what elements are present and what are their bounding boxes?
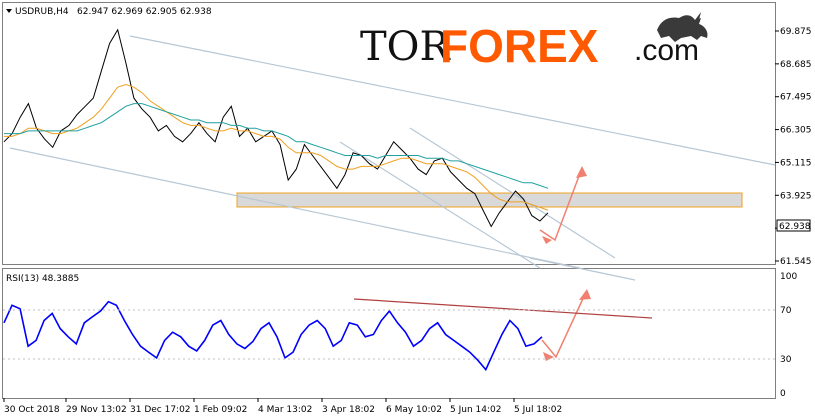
time-tick-label: 5 Jun 14:02 (450, 405, 501, 415)
price-tick-label: 66.305 (780, 126, 812, 136)
price-tick-label: 67.495 (780, 93, 812, 103)
price-tick-label: 63.925 (780, 191, 812, 201)
logo: TOR FOREX .com (360, 12, 708, 72)
rsi-axis: 100 70 30 0 (780, 272, 797, 399)
rsi-tick-label: 70 (780, 306, 792, 316)
current-price-box (776, 219, 811, 232)
price-layer (3, 28, 549, 372)
price-arrowhead-icon (576, 166, 587, 178)
current-price-label: 62.938 (779, 222, 811, 232)
price-tick-label: 69.875 (780, 27, 812, 37)
time-tick-label: 30 Oct 2018 (4, 405, 60, 415)
bull-icon (657, 12, 708, 42)
rsi-tick-label: 0 (780, 389, 786, 399)
symbol-label: USDRUB,H4 (15, 7, 69, 17)
time-tick-label: 5 Jul 18:02 (514, 405, 562, 415)
price-down-arrowhead-icon (542, 236, 552, 244)
price-panel (2, 2, 776, 265)
rsi-arrowhead-icon (579, 289, 591, 300)
rsi-panel (2, 268, 776, 399)
time-tick-label: 29 Nov 13:02 (66, 405, 127, 415)
channel-bottom-line (529, 257, 636, 281)
ohlc-values: 62.947 62.969 62.905 62.938 (77, 7, 212, 17)
price-tick-label: 68.685 (780, 60, 812, 70)
rsi-tick-label: 30 (780, 355, 792, 365)
price-forecast-arrow (539, 167, 583, 242)
price-tick-label: 61.545 (780, 257, 812, 267)
time-tick-label: 4 Mar 13:02 (258, 405, 312, 415)
rsi-label: RSI(13) 48.3885 (6, 274, 79, 284)
channel-lines (9, 35, 776, 281)
channel-lower-line (9, 147, 581, 269)
rsi-levels (3, 309, 775, 360)
channel-upper-line (129, 35, 776, 166)
channel-short-line (339, 141, 541, 269)
time-tick-label: 31 Dec 17:02 (130, 405, 191, 415)
triangle-down-icon[interactable] (6, 9, 12, 13)
time-tick-label: 1 Feb 09:02 (194, 405, 247, 415)
support-zone (236, 192, 743, 208)
rsi-line (3, 300, 543, 372)
time-tick-label: 6 May 10:02 (386, 405, 442, 415)
price-tick-label: 65.115 (780, 158, 812, 168)
logo-forex: FOREX (440, 20, 599, 72)
channel-mid-line (409, 127, 616, 259)
logo-tor: TOR (360, 24, 451, 70)
rsi-trend-line (353, 298, 653, 319)
rsi-down-arrowhead-icon (543, 352, 554, 361)
time-tick-label: 3 Apr 18:02 (322, 405, 375, 415)
logo-com: .com (634, 34, 699, 67)
rsi-tick-label: 100 (780, 272, 797, 282)
ma-fast-line (4, 83, 549, 211)
ma-slow-line (4, 103, 549, 189)
forecast-arrows (539, 166, 591, 361)
time-axis: 30 Oct 2018 29 Nov 13:02 31 Dec 17:02 1 Feb… (3, 398, 562, 415)
